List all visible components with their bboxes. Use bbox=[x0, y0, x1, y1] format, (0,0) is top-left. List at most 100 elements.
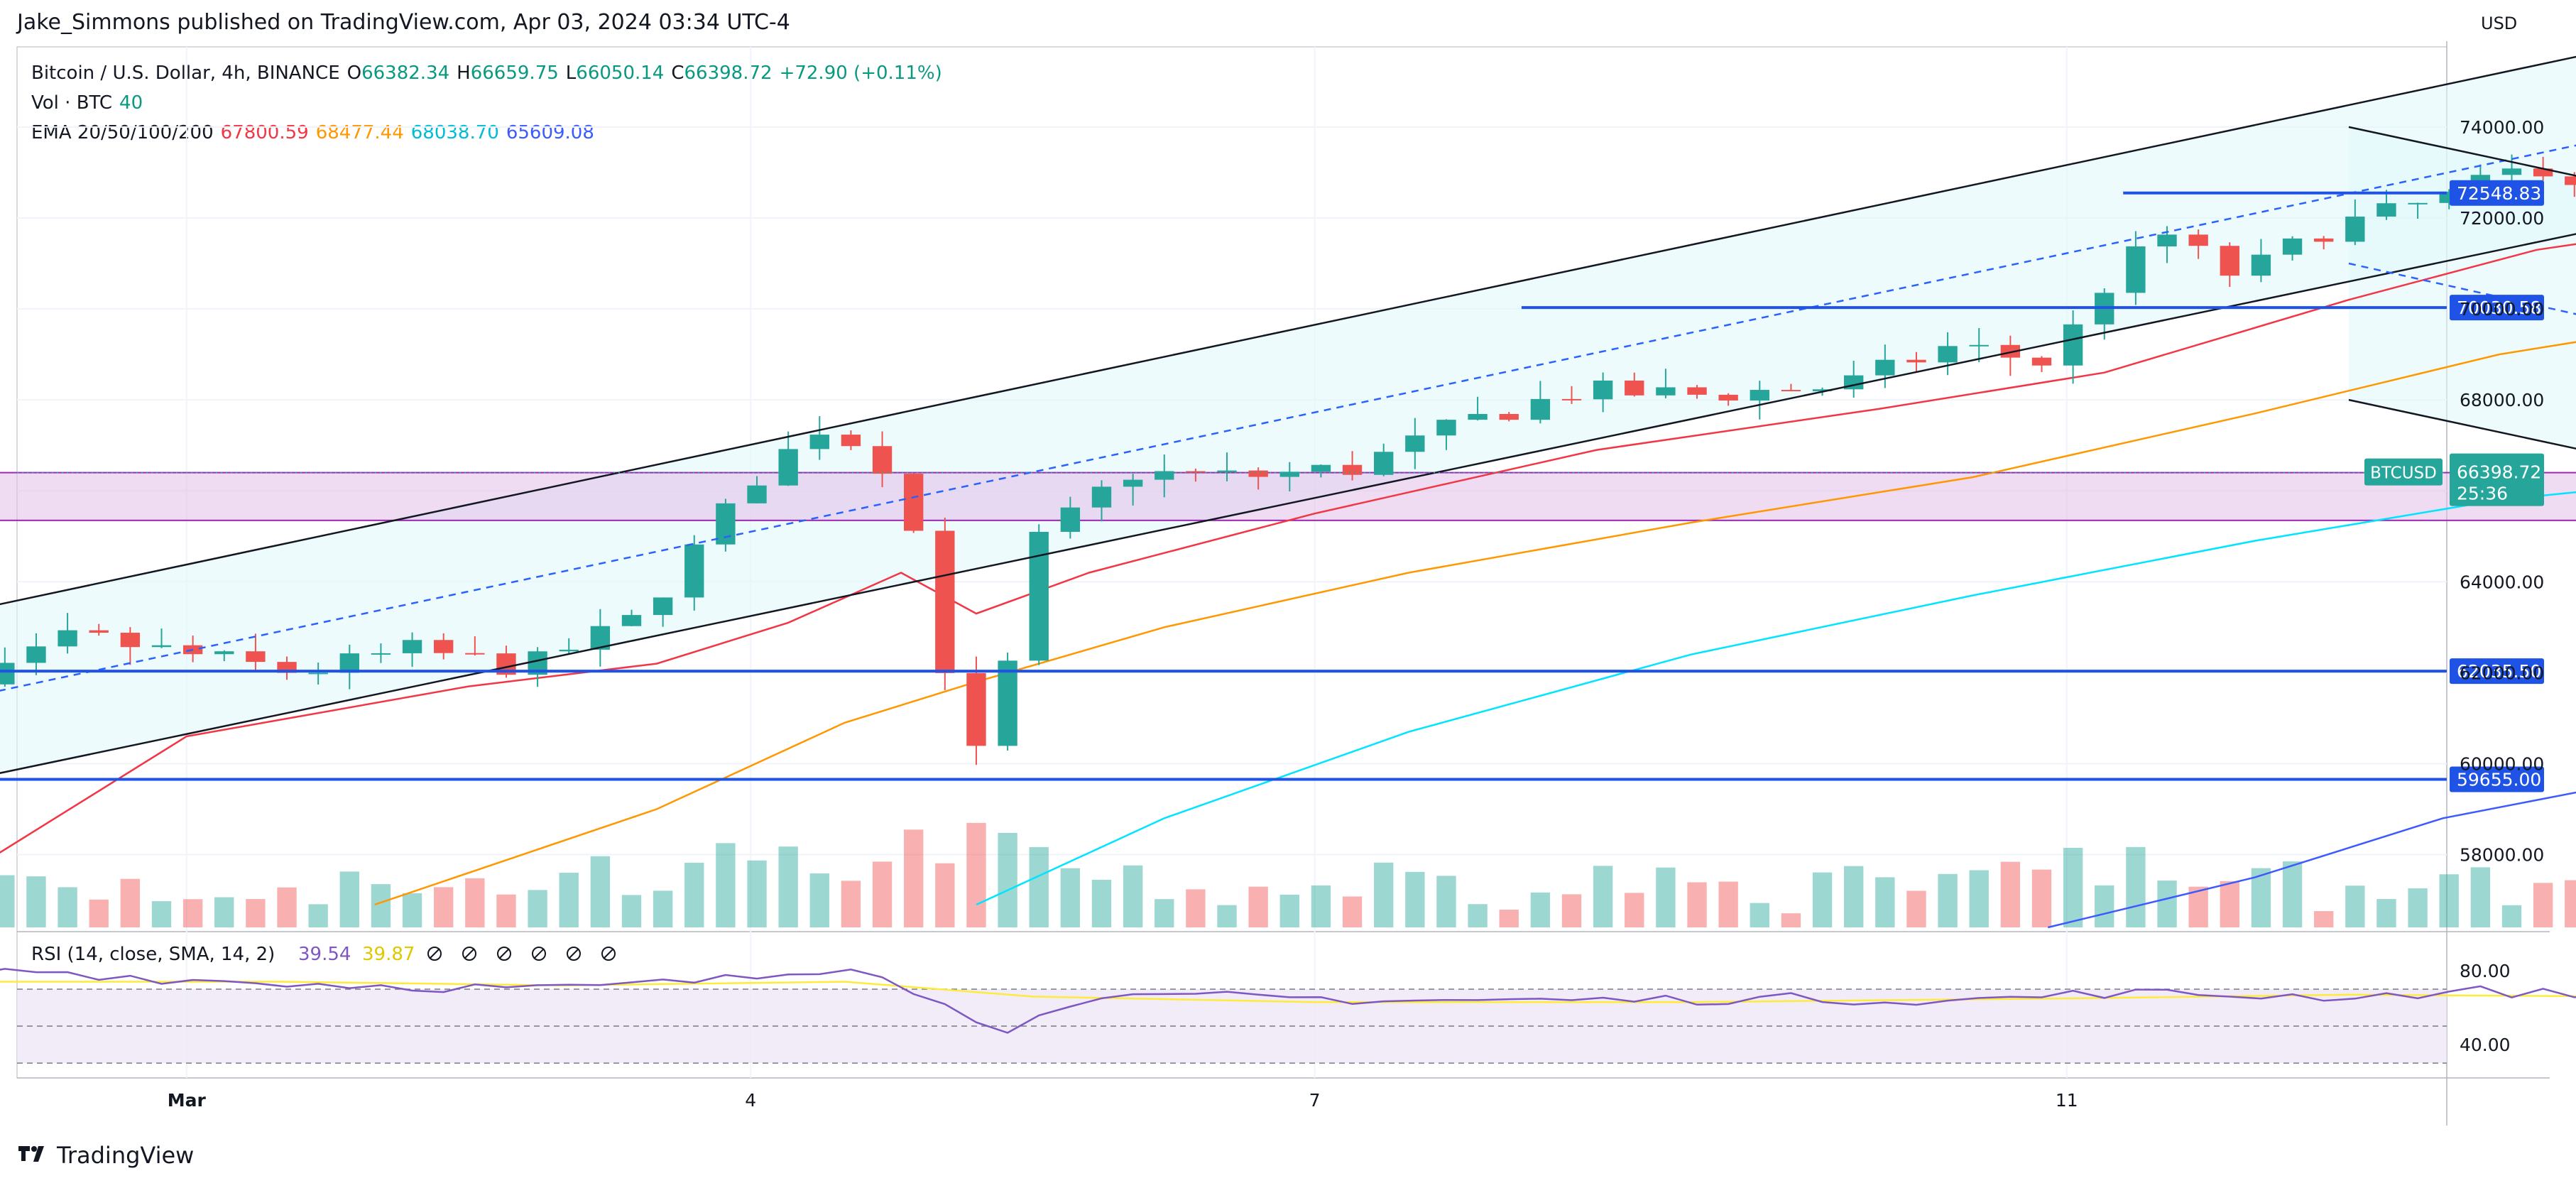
candle-body bbox=[308, 672, 328, 675]
candle-body bbox=[339, 653, 359, 673]
candle-body bbox=[2000, 344, 2021, 358]
volume-bar bbox=[214, 897, 234, 927]
candle bbox=[1279, 462, 1299, 491]
rsi-hidden-value-slash bbox=[533, 948, 545, 959]
volume-bar bbox=[434, 887, 454, 927]
volume-bar bbox=[1279, 894, 1299, 927]
candle-body bbox=[2565, 176, 2576, 185]
legend-close: 66398.72 bbox=[684, 62, 773, 84]
candle-body bbox=[1875, 359, 1895, 376]
key-level-label: 59655.00 bbox=[2457, 770, 2541, 790]
volume-bar bbox=[1248, 886, 1268, 927]
legend-volume-line: Vol · BTC 40 bbox=[31, 92, 150, 114]
candle-body bbox=[1718, 394, 1738, 401]
candle-body bbox=[1436, 420, 1456, 436]
volume-bar bbox=[716, 843, 736, 927]
volume-bar bbox=[1625, 893, 1644, 927]
price-tick-label: 70000.00 bbox=[2460, 299, 2544, 320]
candle bbox=[1718, 393, 1738, 406]
time-tick-label: 11 bbox=[2056, 1090, 2078, 1111]
time-tick-label: 4 bbox=[745, 1090, 756, 1111]
candle bbox=[246, 633, 266, 672]
volume-bar bbox=[120, 878, 141, 927]
volume-bar bbox=[277, 887, 297, 927]
candle-body bbox=[621, 615, 642, 626]
candle-body bbox=[716, 503, 736, 545]
legend-ema-line: EMA 20/50/100/200 67800.59 68477.44 68038.7… bbox=[31, 122, 601, 143]
candle bbox=[904, 473, 924, 533]
candle bbox=[2345, 199, 2365, 246]
symbol-badge bbox=[2364, 458, 2443, 486]
candle bbox=[778, 431, 798, 486]
candle bbox=[89, 623, 109, 636]
candle-body bbox=[841, 435, 861, 447]
candle-body bbox=[1248, 470, 1268, 477]
candle bbox=[2408, 202, 2428, 219]
legend-close-key: C bbox=[671, 62, 684, 84]
legend-volume: 40 bbox=[119, 92, 143, 114]
volume-bar bbox=[1781, 913, 1801, 927]
candle bbox=[2251, 239, 2271, 283]
ascending-channel-fill bbox=[0, 56, 2576, 773]
volume-bar bbox=[1561, 894, 1582, 927]
symbol-badge-label: BTCUSD bbox=[2370, 464, 2437, 483]
candle bbox=[935, 517, 955, 690]
volume-bar bbox=[2220, 881, 2239, 927]
candle-body bbox=[371, 653, 391, 655]
candle bbox=[872, 431, 893, 487]
candle-body bbox=[1969, 344, 1989, 347]
candle bbox=[308, 663, 328, 685]
candle bbox=[2282, 236, 2303, 261]
candle-body bbox=[2314, 238, 2334, 242]
currency-label[interactable]: USD bbox=[2481, 13, 2517, 33]
candle bbox=[1186, 468, 1206, 482]
volume-bar bbox=[1186, 889, 1206, 927]
candle bbox=[559, 638, 579, 654]
candle bbox=[809, 416, 829, 460]
countdown-label: 25:36 bbox=[2457, 484, 2508, 504]
candle-body bbox=[1750, 390, 1769, 401]
volume-bar bbox=[1342, 896, 1363, 927]
rsi-label: RSI (14, close, SMA, 14, 2) bbox=[31, 944, 275, 965]
candle-body bbox=[2188, 234, 2208, 246]
candle-body bbox=[684, 544, 704, 598]
tradingview-brand[interactable]: TradingView bbox=[17, 1142, 194, 1169]
legend-ema200: 65609.08 bbox=[506, 122, 594, 143]
rsi-tick-label: 80.00 bbox=[2460, 961, 2511, 981]
candle-body bbox=[2063, 324, 2083, 366]
price-tick-label: 68000.00 bbox=[2460, 390, 2544, 410]
rsi-hidden-value-icon bbox=[532, 947, 546, 961]
candle bbox=[2314, 236, 2334, 250]
rsi-hidden-value-slash bbox=[464, 948, 475, 959]
volume-bar bbox=[1687, 882, 1707, 927]
volume-bar bbox=[0, 875, 15, 927]
rsi-tick-label: 40.00 bbox=[2460, 1035, 2511, 1055]
candle bbox=[1687, 385, 1707, 399]
legend-volume-label: Vol · BTC bbox=[31, 92, 113, 114]
volume-bar bbox=[402, 893, 422, 927]
key-level-label: 70030.58 bbox=[2457, 298, 2541, 318]
candle bbox=[528, 647, 547, 687]
candle-body bbox=[1687, 387, 1707, 395]
legend-symbol: Bitcoin / U.S. Dollar, 4h, BINANCE bbox=[31, 62, 340, 84]
candle bbox=[2063, 310, 2083, 384]
candle-body bbox=[966, 672, 986, 746]
price-tick-label: 58000.00 bbox=[2460, 845, 2544, 866]
rsi-hidden-value-icon bbox=[427, 947, 442, 961]
time-tick-label: 7 bbox=[1309, 1090, 1321, 1111]
candle bbox=[621, 609, 642, 626]
candle bbox=[998, 653, 1017, 751]
candle-body bbox=[1374, 452, 1394, 475]
candle bbox=[716, 498, 736, 552]
candle-body bbox=[1781, 390, 1801, 392]
candle bbox=[214, 650, 234, 662]
legend-change: +72.90 (+0.11%) bbox=[779, 62, 942, 84]
candle-body bbox=[747, 485, 767, 503]
volume-bar bbox=[1468, 904, 1488, 927]
volume-bar bbox=[998, 832, 1017, 927]
volume-bar bbox=[1311, 885, 1331, 927]
candle bbox=[747, 476, 767, 503]
volume-bar bbox=[1405, 871, 1425, 927]
volume-bar bbox=[465, 878, 485, 927]
